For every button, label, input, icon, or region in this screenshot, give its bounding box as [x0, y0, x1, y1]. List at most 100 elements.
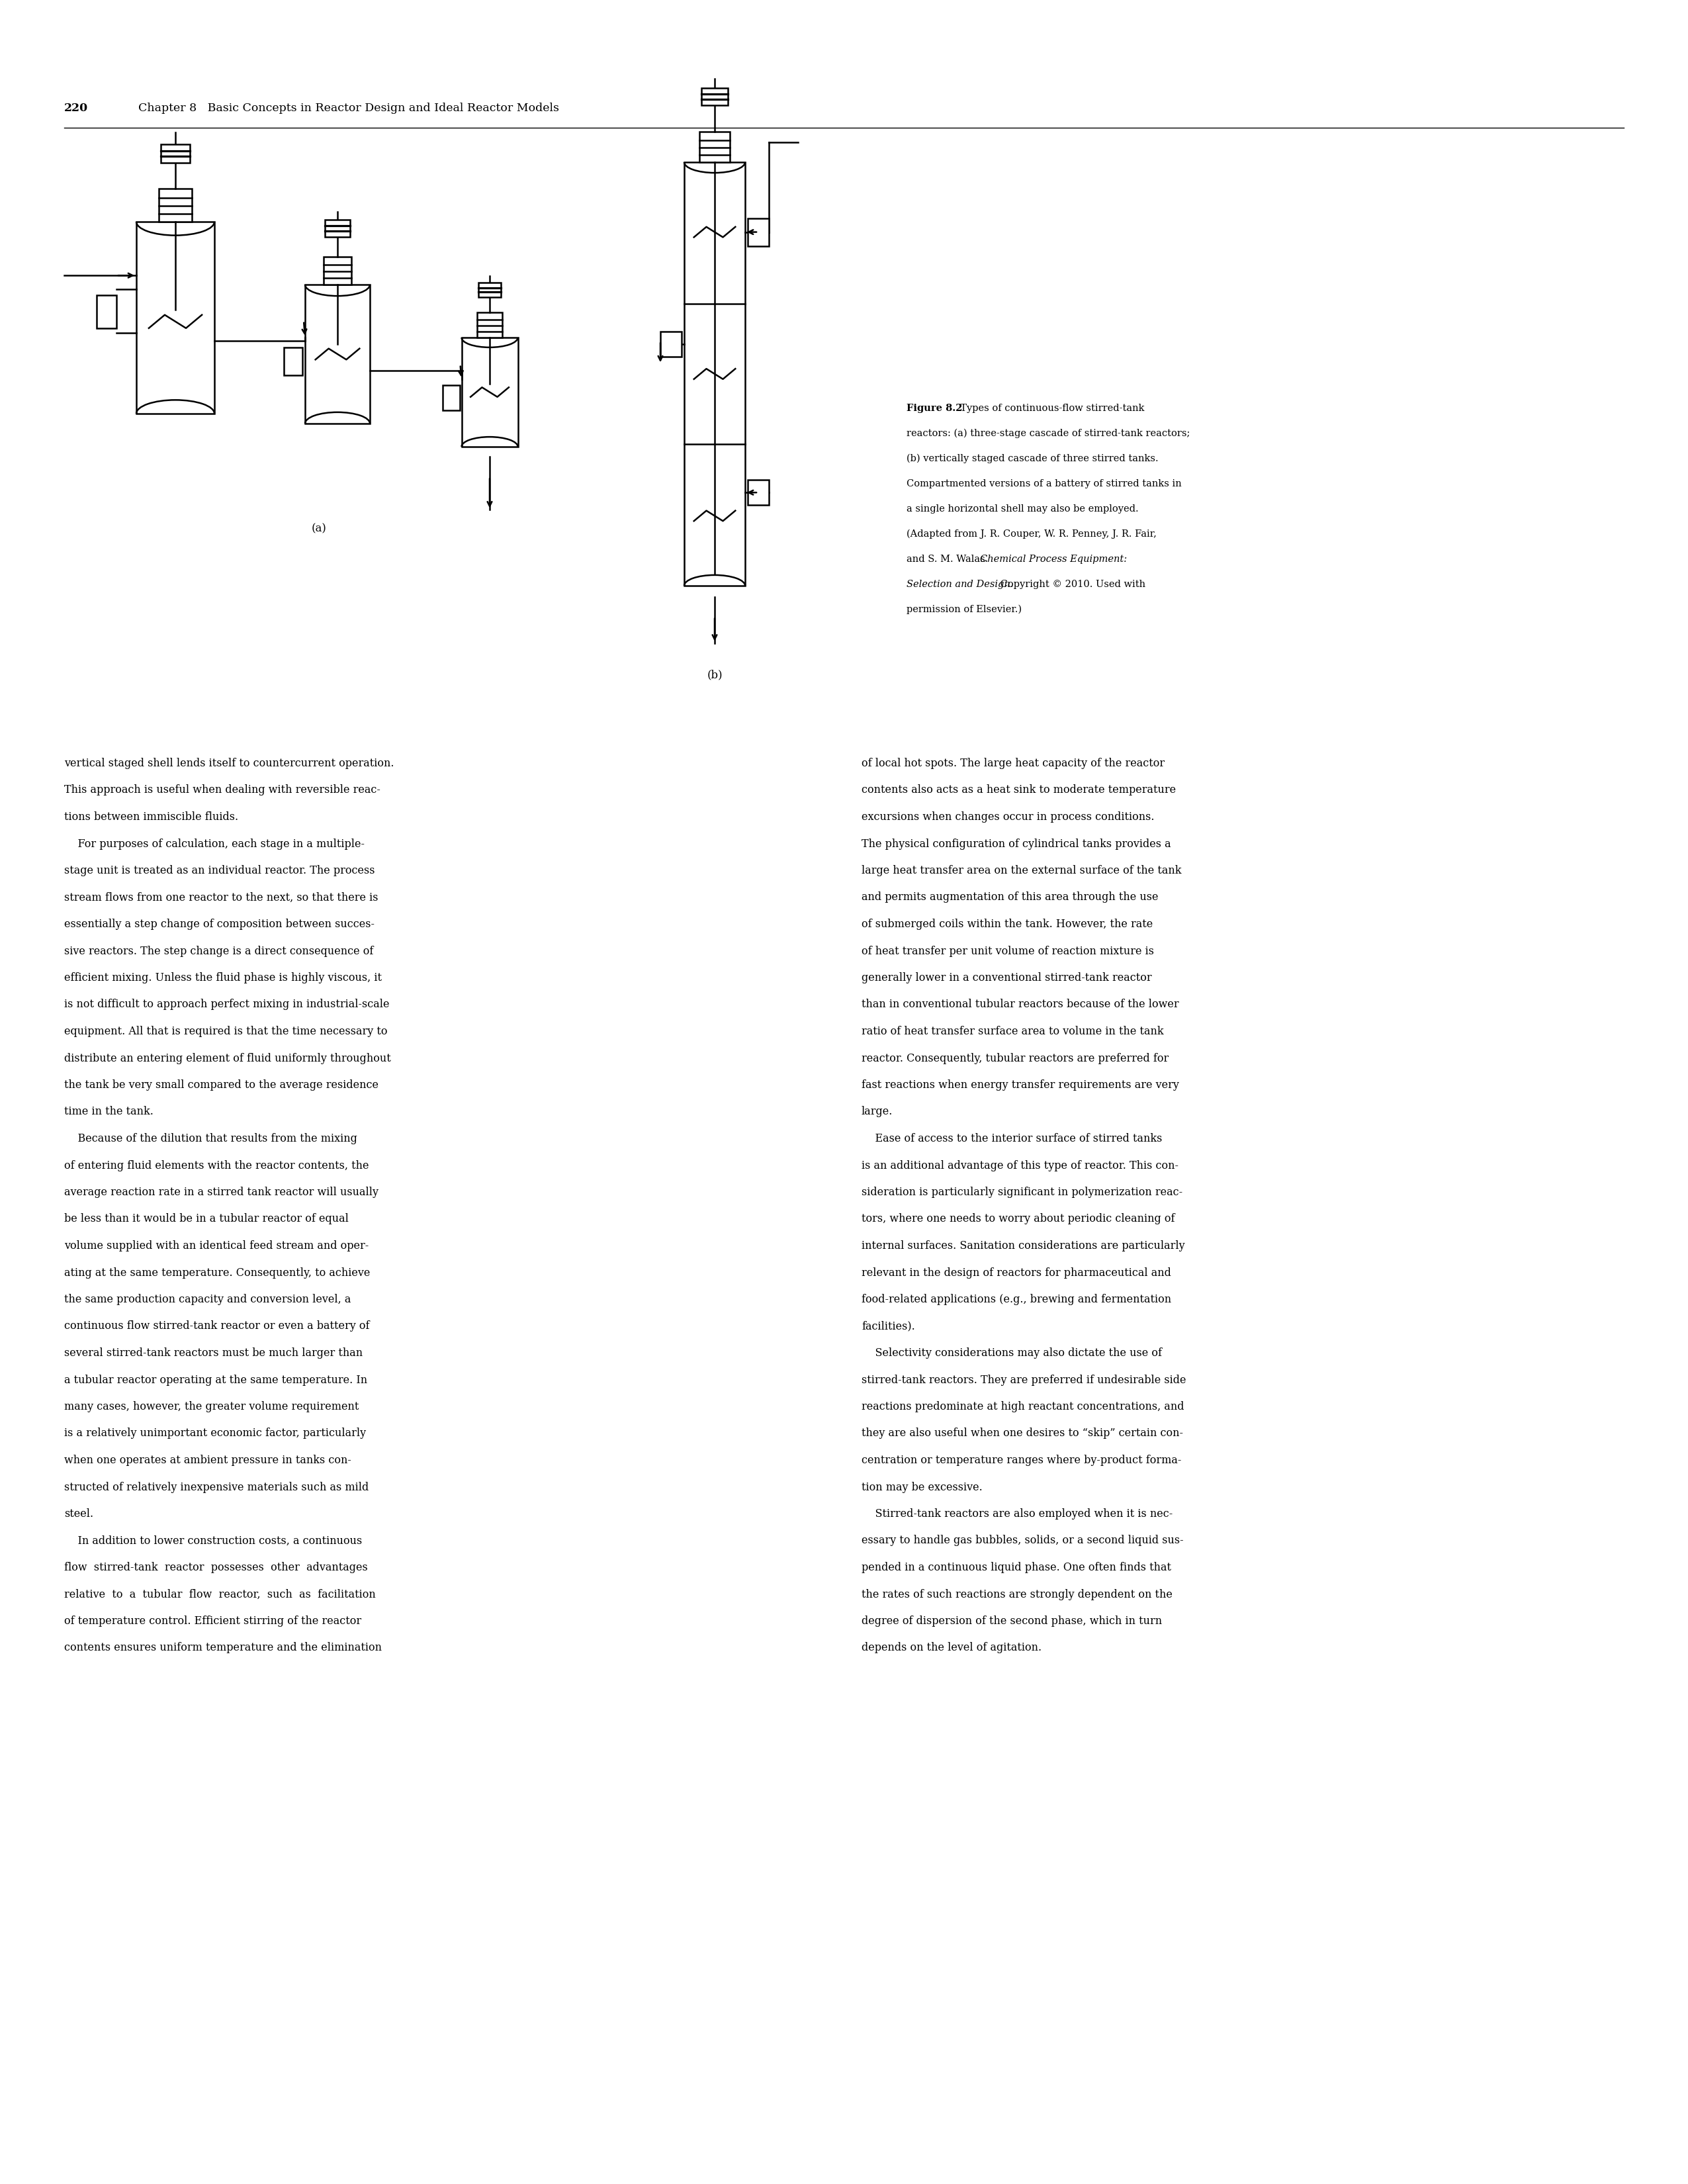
Text: of submerged coils within the tank. However, the rate: of submerged coils within the tank. Howe… [861, 919, 1153, 930]
Text: excursions when changes occur in process conditions.: excursions when changes occur in process… [861, 812, 1155, 823]
Text: the tank be very small compared to the average residence: the tank be very small compared to the a… [64, 1079, 378, 1090]
Text: of entering fluid elements with the reactor contents, the: of entering fluid elements with the reac… [64, 1160, 370, 1171]
Text: Compartmented versions of a battery of stirred tanks in: Compartmented versions of a battery of s… [906, 478, 1182, 489]
Text: is an additional advantage of this type of reactor. This con-: is an additional advantage of this type … [861, 1160, 1178, 1171]
Text: a single horizontal shell may also be employed.: a single horizontal shell may also be em… [906, 505, 1138, 513]
Bar [442, 384, 459, 411]
Text: facilities).: facilities). [861, 1321, 915, 1332]
Text: of local hot spots. The large heat capacity of the reactor: of local hot spots. The large heat capac… [861, 758, 1165, 769]
Text: degree of dispersion of the second phase, which in turn: degree of dispersion of the second phase… [861, 1616, 1161, 1627]
Text: stream flows from one reactor to the next, so that there is: stream flows from one reactor to the nex… [64, 891, 378, 902]
Text: of temperature control. Efficient stirring of the reactor: of temperature control. Efficient stirri… [64, 1616, 361, 1627]
Text: flow  stirred-tank  reactor  possesses  other  advantages: flow stirred-tank reactor possesses othe… [64, 1562, 368, 1572]
Bar [96, 295, 116, 328]
Text: they are also useful when one desires to “skip” certain con-: they are also useful when one desires to… [861, 1428, 1183, 1439]
Text: steel.: steel. [64, 1509, 93, 1520]
Text: and S. M. Walas.: and S. M. Walas. [906, 555, 991, 563]
Text: For purposes of calculation, each stage in a multiple-: For purposes of calculation, each stage … [64, 839, 365, 850]
Bar [478, 312, 503, 339]
Text: structed of relatively inexpensive materials such as mild: structed of relatively inexpensive mater… [64, 1481, 368, 1492]
Text: Copyright © 2010. Used with: Copyright © 2010. Used with [998, 579, 1144, 590]
Text: tions between immiscible fluids.: tions between immiscible fluids. [64, 812, 238, 823]
Bar [324, 221, 349, 236]
Text: Chemical Process Equipment:: Chemical Process Equipment: [979, 555, 1128, 563]
Text: reactors: (a) three-stage cascade of stirred-tank reactors;: reactors: (a) three-stage cascade of sti… [906, 428, 1190, 439]
Text: relevant in the design of reactors for pharmaceutical and: relevant in the design of reactors for p… [861, 1267, 1171, 1278]
Text: several stirred-tank reactors must be much larger than: several stirred-tank reactors must be mu… [64, 1348, 363, 1358]
Text: permission of Elsevier.): permission of Elsevier.) [906, 605, 1021, 614]
Text: Figure 8.2: Figure 8.2 [906, 404, 962, 413]
Text: contents ensures uniform temperature and the elimination: contents ensures uniform temperature and… [64, 1642, 381, 1653]
Text: vertical staged shell lends itself to countercurrent operation.: vertical staged shell lends itself to co… [64, 758, 393, 769]
Bar [702, 87, 728, 105]
Bar [160, 144, 191, 164]
Text: average reaction rate in a stirred tank reactor will usually: average reaction rate in a stirred tank … [64, 1186, 378, 1197]
Text: generally lower in a conventional stirred-tank reactor: generally lower in a conventional stirre… [861, 972, 1151, 983]
Text: and permits augmentation of this area through the use: and permits augmentation of this area th… [861, 891, 1158, 902]
Text: contents also acts as a heat sink to moderate temperature: contents also acts as a heat sink to mod… [861, 784, 1177, 795]
Text: relative  to  a  tubular  flow  reactor,  such  as  facilitation: relative to a tubular flow reactor, such… [64, 1588, 376, 1601]
Bar [461, 339, 518, 448]
Text: centration or temperature ranges where by-product forma-: centration or temperature ranges where b… [861, 1455, 1182, 1465]
Text: Ease of access to the interior surface of stirred tanks: Ease of access to the interior surface o… [861, 1133, 1163, 1144]
Text: than in conventional tubular reactors because of the lower: than in conventional tubular reactors be… [861, 998, 1178, 1011]
Bar [748, 480, 770, 505]
Text: (a): (a) [312, 522, 327, 535]
Text: In addition to lower construction costs, a continuous: In addition to lower construction costs,… [64, 1535, 363, 1546]
Text: the rates of such reactions are strongly dependent on the: the rates of such reactions are strongly… [861, 1588, 1173, 1601]
Text: internal surfaces. Sanitation considerations are particularly: internal surfaces. Sanitation considerat… [861, 1241, 1185, 1251]
Text: Stirred-tank reactors are also employed when it is nec-: Stirred-tank reactors are also employed … [861, 1509, 1173, 1520]
Text: Types of continuous-flow stirred-tank: Types of continuous-flow stirred-tank [954, 404, 1144, 413]
Text: is a relatively unimportant economic factor, particularly: is a relatively unimportant economic fac… [64, 1428, 366, 1439]
Bar [306, 284, 370, 424]
Text: sideration is particularly significant in polymerization reac-: sideration is particularly significant i… [861, 1186, 1183, 1197]
Text: the same production capacity and conversion level, a: the same production capacity and convers… [64, 1293, 351, 1306]
Text: ating at the same temperature. Consequently, to achieve: ating at the same temperature. Consequen… [64, 1267, 370, 1278]
Text: fast reactions when energy transfer requirements are very: fast reactions when energy transfer requ… [861, 1079, 1180, 1090]
Bar [748, 218, 770, 247]
Text: sive reactors. The step change is a direct consequence of: sive reactors. The step change is a dire… [64, 946, 373, 957]
Text: tors, where one needs to worry about periodic cleaning of: tors, where one needs to worry about per… [861, 1214, 1175, 1225]
Text: large heat transfer area on the external surface of the tank: large heat transfer area on the external… [861, 865, 1182, 876]
Text: pended in a continuous liquid phase. One often finds that: pended in a continuous liquid phase. One… [861, 1562, 1171, 1572]
Text: distribute an entering element of fluid uniformly throughout: distribute an entering element of fluid … [64, 1053, 392, 1064]
Bar [284, 347, 302, 376]
Text: is not difficult to approach perfect mixing in industrial-scale: is not difficult to approach perfect mix… [64, 998, 390, 1011]
Bar [159, 188, 192, 223]
Text: essentially a step change of composition between succes-: essentially a step change of composition… [64, 919, 375, 930]
Text: Selection and Design.: Selection and Design. [906, 579, 1013, 590]
Text: (b) vertically staged cascade of three stirred tanks.: (b) vertically staged cascade of three s… [906, 454, 1158, 463]
Bar [478, 282, 501, 297]
Text: many cases, however, the greater volume requirement: many cases, however, the greater volume … [64, 1402, 360, 1413]
Text: reactions predominate at high reactant concentrations, and: reactions predominate at high reactant c… [861, 1402, 1183, 1413]
Text: reactor. Consequently, tubular reactors are preferred for: reactor. Consequently, tubular reactors … [861, 1053, 1168, 1064]
Text: This approach is useful when dealing with reversible reac-: This approach is useful when dealing wit… [64, 784, 380, 795]
Bar [137, 223, 214, 413]
Text: The physical configuration of cylindrical tanks provides a: The physical configuration of cylindrica… [861, 839, 1171, 850]
Text: ratio of heat transfer surface area to volume in the tank: ratio of heat transfer surface area to v… [861, 1026, 1163, 1037]
Bar [660, 332, 682, 356]
Bar [324, 258, 351, 284]
Text: (b): (b) [707, 670, 722, 681]
Text: Selectivity considerations may also dictate the use of: Selectivity considerations may also dict… [861, 1348, 1161, 1358]
Text: a tubular reactor operating at the same temperature. In: a tubular reactor operating at the same … [64, 1374, 368, 1385]
Text: Chapter 8   Basic Concepts in Reactor Design and Ideal Reactor Models: Chapter 8 Basic Concepts in Reactor Desi… [123, 103, 559, 114]
Text: stage unit is treated as an individual reactor. The process: stage unit is treated as an individual r… [64, 865, 375, 876]
Bar [699, 131, 729, 162]
Text: continuous flow stirred-tank reactor or even a battery of: continuous flow stirred-tank reactor or … [64, 1321, 370, 1332]
Text: food-related applications (e.g., brewing and fermentation: food-related applications (e.g., brewing… [861, 1293, 1171, 1306]
Text: equipment. All that is required is that the time necessary to: equipment. All that is required is that … [64, 1026, 388, 1037]
Text: essary to handle gas bubbles, solids, or a second liquid sus-: essary to handle gas bubbles, solids, or… [861, 1535, 1183, 1546]
Text: depends on the level of agitation.: depends on the level of agitation. [861, 1642, 1041, 1653]
Text: tion may be excessive.: tion may be excessive. [861, 1481, 982, 1492]
Text: 220: 220 [64, 103, 88, 114]
Text: of heat transfer per unit volume of reaction mixture is: of heat transfer per unit volume of reac… [861, 946, 1155, 957]
Text: (Adapted from J. R. Couper, W. R. Penney, J. R. Fair,: (Adapted from J. R. Couper, W. R. Penney… [906, 529, 1156, 539]
Bar [684, 162, 744, 585]
Text: volume supplied with an identical feed stream and oper-: volume supplied with an identical feed s… [64, 1241, 368, 1251]
Text: stirred-tank reactors. They are preferred if undesirable side: stirred-tank reactors. They are preferre… [861, 1374, 1187, 1385]
Text: efficient mixing. Unless the fluid phase is highly viscous, it: efficient mixing. Unless the fluid phase… [64, 972, 381, 983]
Text: Because of the dilution that results from the mixing: Because of the dilution that results fro… [64, 1133, 358, 1144]
Text: large.: large. [861, 1107, 893, 1118]
Text: be less than it would be in a tubular reactor of equal: be less than it would be in a tubular re… [64, 1214, 349, 1225]
